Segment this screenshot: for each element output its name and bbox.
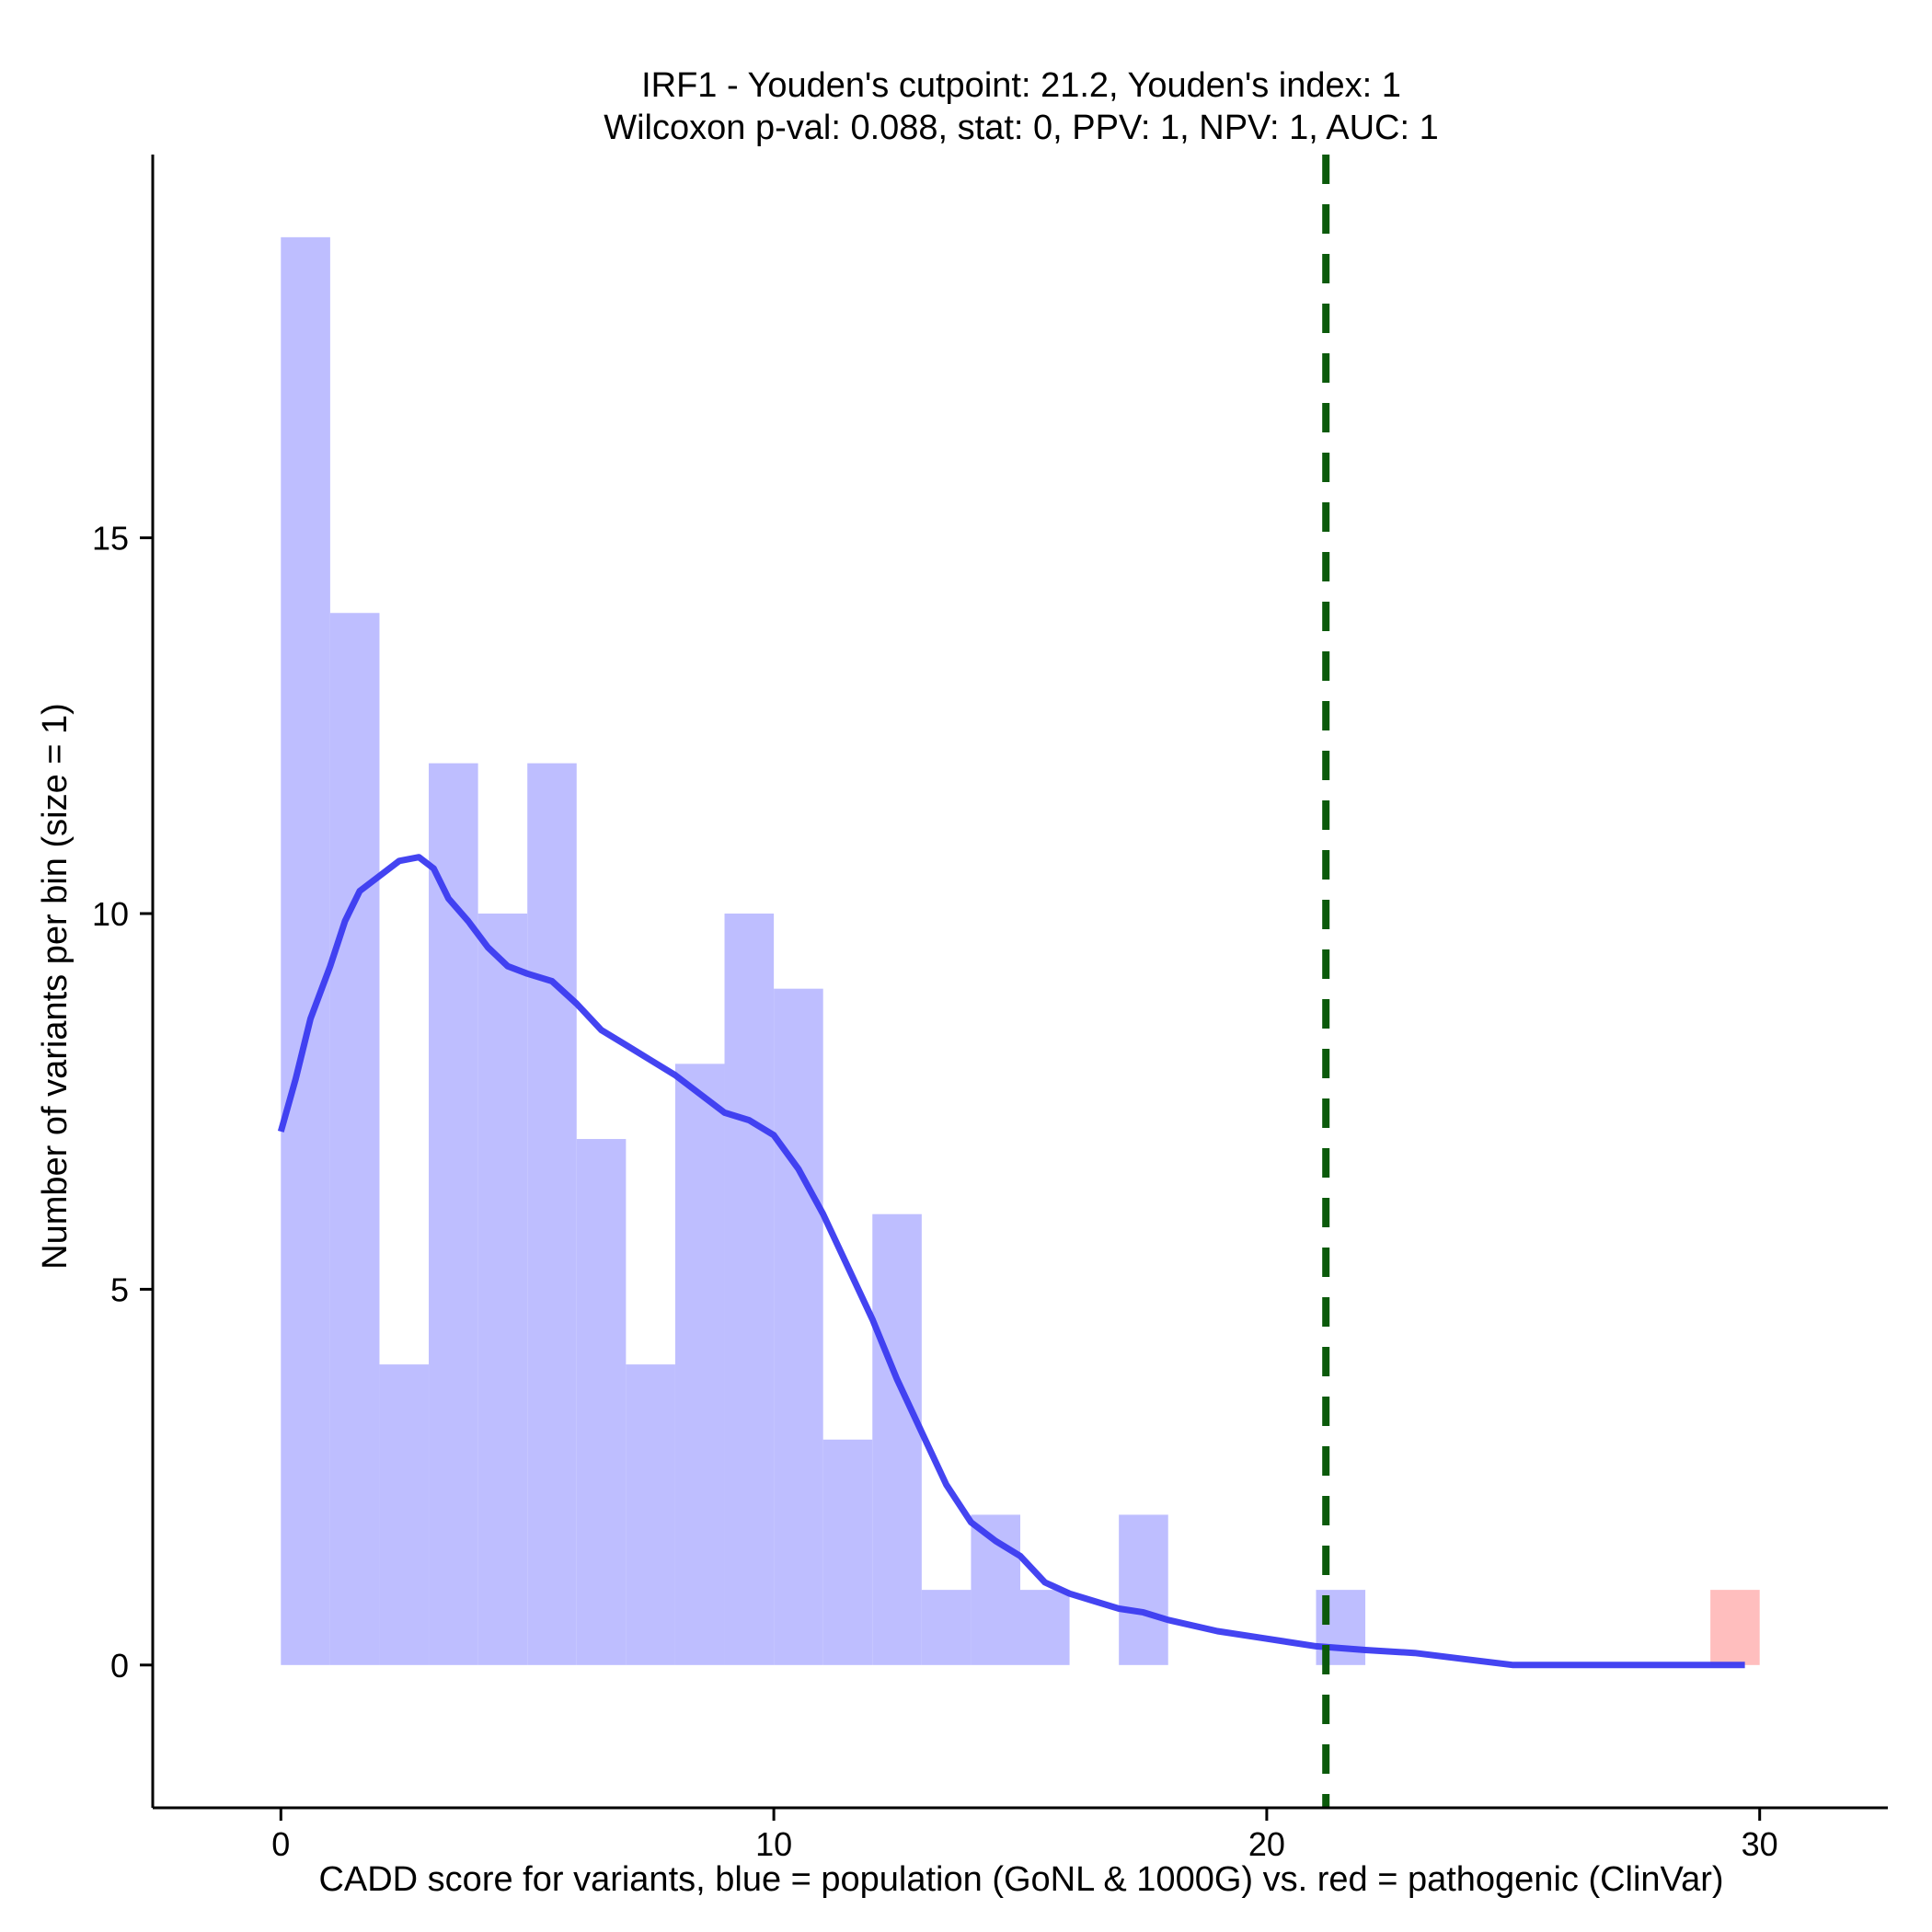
x-tick-label: 0 — [271, 1825, 290, 1863]
histogram-bar — [527, 763, 577, 1665]
chart-title: IRF1 - Youden's cutpoint: 21.2, Youden's… — [641, 66, 1401, 105]
x-tick-label: 20 — [1248, 1825, 1285, 1863]
y-axis-label: Number of variants per bin (size = 1) — [36, 703, 75, 1270]
x-axis-label: CADD score for variants, blue = populati… — [318, 1860, 1723, 1899]
y-ticks-layer: 0 5 10 15 — [92, 520, 153, 1685]
y-tick-label: 5 — [110, 1271, 129, 1308]
histogram-bar — [329, 613, 380, 1665]
chart-subtitle: Wilcoxon p-val: 0.088, stat: 0, PPV: 1, … — [604, 109, 1438, 147]
histogram-bar — [576, 1139, 627, 1665]
histogram-bar — [872, 1213, 922, 1665]
x-tick-label: 10 — [755, 1825, 792, 1863]
histogram-bar — [1020, 1590, 1070, 1665]
histogram-bar — [724, 913, 775, 1665]
histogram-bar — [1710, 1590, 1760, 1665]
histogram-bar — [822, 1439, 873, 1665]
y-tick-label: 15 — [92, 520, 129, 558]
histogram-bar — [626, 1364, 675, 1665]
density-layer — [277, 854, 1745, 1669]
histogram-bar — [1119, 1514, 1168, 1665]
histogram-bar — [281, 236, 330, 1665]
axes-layer — [151, 155, 1888, 1810]
bars-layer — [281, 236, 1760, 1665]
y-tick-label: 10 — [92, 895, 129, 933]
histogram-bar — [379, 1364, 430, 1665]
histogram-bar — [477, 913, 528, 1665]
histogram-bar — [921, 1590, 972, 1665]
histogram-bar — [674, 1064, 725, 1665]
x-ticks-layer: 0 10 20 30 — [271, 1808, 1778, 1863]
histogram-bar — [774, 988, 823, 1665]
y-tick-label: 0 — [110, 1647, 129, 1685]
density-curve — [277, 854, 1745, 1669]
x-tick-label: 30 — [1742, 1825, 1778, 1863]
histogram-bar — [429, 763, 478, 1665]
